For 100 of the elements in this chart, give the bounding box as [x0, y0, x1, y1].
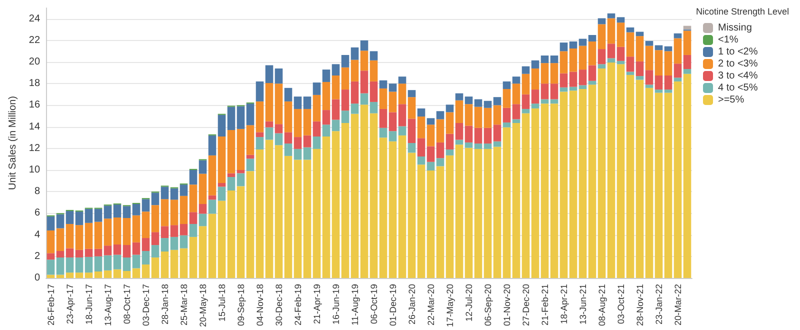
bar — [683, 30, 692, 55]
bar — [84, 222, 93, 249]
bar — [464, 142, 473, 148]
bar — [636, 80, 644, 278]
x-tick-label: 20-Mar-22 — [672, 284, 683, 326]
bar — [246, 104, 254, 126]
bar — [446, 134, 454, 150]
x-tick-label: 06-Sep-20 — [482, 284, 493, 326]
bar — [512, 84, 520, 104]
bar — [426, 170, 435, 278]
bar — [332, 99, 340, 120]
x-tick-label: 27-Dec-20 — [520, 284, 531, 326]
bar — [218, 186, 226, 201]
bar — [208, 135, 216, 156]
bar — [84, 208, 93, 223]
bar — [360, 50, 368, 71]
bar — [75, 250, 84, 258]
bar — [379, 108, 388, 128]
bar — [616, 17, 625, 23]
bar — [522, 74, 530, 94]
bar — [104, 246, 112, 256]
y-tick-label: 4 — [34, 229, 40, 240]
bar — [484, 128, 492, 144]
y-tick-label: 8 — [34, 186, 40, 198]
bar — [588, 35, 596, 42]
x-tick-label: 09-Sep-18 — [236, 284, 246, 326]
bar — [398, 126, 406, 136]
x-tick-label: 30-Dec-18 — [274, 284, 284, 326]
bar — [46, 230, 55, 254]
bar — [75, 212, 84, 226]
bar — [322, 136, 330, 278]
bar — [502, 81, 511, 89]
bar — [246, 171, 254, 278]
bar — [540, 63, 549, 84]
bar — [531, 104, 540, 108]
bar — [104, 206, 112, 219]
bar — [218, 200, 226, 278]
bar — [284, 101, 292, 132]
bar — [408, 90, 416, 98]
legend-label: Missing — [718, 22, 752, 34]
bar — [274, 84, 283, 124]
bar — [46, 253, 55, 260]
legend-label: 3 to <4% — [718, 70, 758, 82]
bar — [84, 272, 93, 278]
x-tick-label: 28-Nov-21 — [634, 284, 645, 326]
bar — [227, 106, 236, 130]
bar — [388, 92, 397, 112]
bar — [398, 84, 406, 104]
bar — [350, 47, 359, 60]
bar — [531, 68, 540, 90]
y-tick-label: 24 — [28, 13, 40, 24]
bar — [626, 56, 634, 72]
bar — [198, 160, 207, 174]
bar — [113, 254, 122, 270]
bar — [607, 13, 616, 18]
bar — [180, 224, 188, 236]
bar — [446, 149, 454, 156]
bar — [379, 138, 388, 278]
bar — [104, 218, 112, 246]
bar — [379, 80, 388, 88]
bar — [626, 27, 634, 32]
bar — [132, 268, 140, 278]
bar — [170, 250, 178, 278]
y-tick-label: 22 — [28, 34, 40, 46]
bar — [388, 112, 397, 132]
bar — [426, 118, 435, 125]
bar — [94, 256, 102, 272]
bar — [408, 118, 416, 143]
bar — [645, 40, 654, 46]
bar — [56, 228, 64, 251]
bar — [484, 108, 492, 128]
legend-label: 4 to <5% — [718, 82, 758, 94]
bar — [341, 123, 350, 278]
bar — [170, 200, 178, 226]
bar — [208, 214, 216, 278]
bar — [426, 146, 435, 162]
bar — [417, 156, 426, 165]
bar — [151, 257, 160, 278]
x-tick-label: 11-Aug-19 — [350, 284, 360, 326]
bar — [578, 70, 587, 86]
bar — [142, 212, 150, 238]
x-tick-label: 08-Oct-17 — [122, 284, 132, 324]
bar — [180, 235, 188, 248]
bar — [446, 155, 454, 278]
bar — [284, 132, 292, 144]
bar — [616, 64, 625, 278]
bar — [341, 90, 350, 111]
bar — [189, 212, 198, 224]
bar — [104, 270, 112, 278]
bar — [616, 22, 625, 47]
x-tick-label: 13-Aug-17 — [102, 284, 113, 326]
bar — [94, 208, 102, 222]
bar — [417, 138, 426, 156]
y-tick-label: 14 — [28, 121, 40, 132]
bar — [531, 90, 540, 104]
bar — [550, 63, 558, 84]
x-tick-label: 23-Jan-22 — [654, 284, 664, 325]
bar — [66, 211, 74, 224]
bar — [256, 149, 264, 278]
bar — [512, 123, 520, 278]
